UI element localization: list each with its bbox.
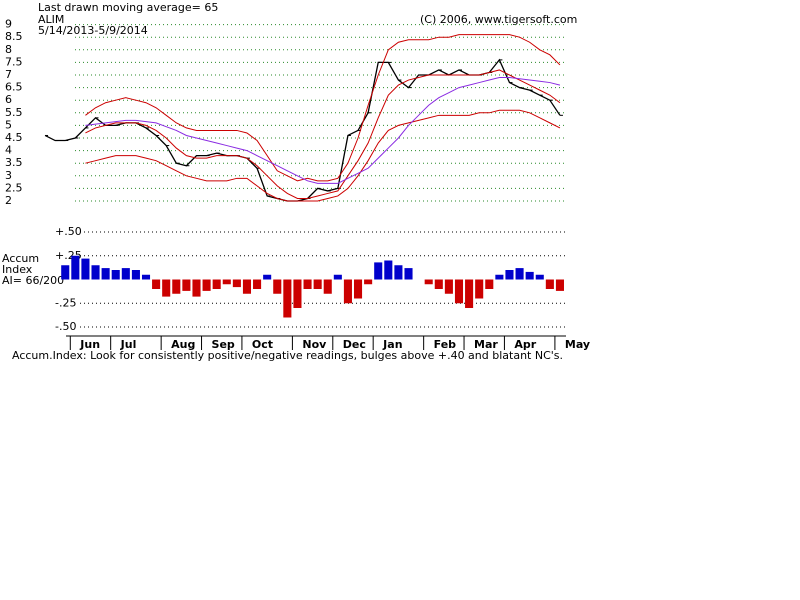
y-tick-label: 4.5	[5, 131, 23, 144]
accum-bar	[353, 279, 363, 299]
x-tick-label: May	[565, 338, 590, 351]
y-tick-label: 3	[5, 169, 12, 182]
accum-bar	[475, 279, 484, 299]
panel-label: Accum	[2, 252, 39, 265]
accum-bar	[242, 279, 252, 294]
accum-bar	[71, 255, 80, 280]
y-tick-label: 8.5	[5, 30, 23, 43]
x-tick-label: Feb	[434, 338, 457, 351]
accum-bar	[172, 279, 181, 294]
y-tick-label: 3.5	[5, 156, 23, 169]
accum-bar	[495, 274, 504, 280]
accum-bar	[81, 258, 90, 280]
accum-bar	[313, 279, 322, 289]
accum-bar	[303, 279, 312, 289]
chart-title: Last drawn moving average= 65	[38, 1, 218, 14]
accum-bar	[202, 279, 211, 291]
accum-bar	[384, 260, 393, 280]
x-tick-label: Sep	[212, 338, 235, 351]
accum-bar	[404, 268, 413, 280]
accum-bar	[212, 279, 221, 289]
copyright: (C) 2006, www.tigersoft.com	[420, 13, 577, 26]
accum-bar	[485, 279, 494, 289]
accum-bar	[424, 279, 433, 285]
y-tick-label: 2.5	[5, 181, 23, 194]
x-tick-label: Jun	[79, 338, 100, 351]
accum-bar	[61, 265, 70, 280]
accum-bar	[111, 270, 120, 280]
symbol: ALIM	[38, 13, 64, 26]
x-tick-label: Oct	[252, 338, 273, 351]
accum-bar	[222, 279, 231, 285]
accum-bar	[545, 279, 554, 289]
accum-bar	[152, 279, 161, 289]
accum-bar	[182, 279, 191, 291]
y-tick-label: 7.5	[5, 55, 23, 68]
panel-label: AI= 66/200	[2, 274, 64, 287]
y-tick-label: 4	[5, 144, 12, 157]
x-tick-label: Jan	[382, 338, 402, 351]
accum-bar	[525, 271, 534, 280]
accum-bar	[535, 274, 544, 280]
y-tick-label: 7	[5, 68, 12, 81]
indicator-line	[85, 77, 561, 184]
indicator-line	[85, 109, 561, 202]
accum-bar	[465, 279, 474, 308]
y-tick-label: 6.5	[5, 81, 23, 94]
accum-bar	[505, 270, 514, 280]
accum-bar	[232, 279, 241, 288]
accum-bar	[253, 279, 262, 289]
indicator-line	[85, 34, 561, 182]
y-tick-label: -.50	[55, 320, 76, 333]
accum-bar	[555, 279, 564, 291]
accum-bar	[293, 279, 302, 308]
y-tick-label: 2	[5, 194, 12, 207]
date-range: 5/14/2013-5/9/2014	[38, 24, 148, 37]
accum-bar	[283, 279, 292, 318]
accum-bar	[121, 268, 130, 280]
y-tick-label: 5.5	[5, 106, 23, 119]
indicator-line	[85, 69, 561, 199]
x-tick-label: Nov	[302, 338, 327, 351]
x-tick-label: Dec	[343, 338, 366, 351]
accum-bar	[162, 279, 171, 297]
accum-bar	[323, 279, 332, 294]
y-tick-label: 8	[5, 43, 12, 56]
accum-bar	[374, 262, 383, 280]
accum-bar	[333, 274, 342, 280]
accum-bar	[263, 274, 272, 280]
accum-bar	[343, 279, 352, 304]
y-tick-label: 9	[5, 18, 12, 31]
accum-bar	[454, 279, 464, 304]
accum-bar	[91, 265, 100, 280]
accum-bar	[394, 265, 403, 280]
accum-bar	[273, 279, 282, 294]
x-tick-label: Apr	[514, 338, 536, 351]
y-tick-label: -.25	[55, 296, 76, 309]
y-tick-label: +.50	[55, 225, 82, 238]
accum-bar	[141, 274, 151, 280]
accum-bar	[101, 268, 110, 280]
x-tick-label: Aug	[171, 338, 195, 351]
accum-bar	[434, 279, 443, 289]
panel-label: Index	[2, 263, 33, 276]
accum-bar	[364, 279, 373, 285]
accum-bar	[131, 270, 140, 280]
accum-bar	[192, 279, 201, 297]
x-tick-label: Jul	[120, 338, 137, 351]
footnote: Accum.Index: Look for consistently posit…	[12, 349, 563, 362]
y-tick-label: 5	[5, 118, 12, 131]
x-tick-label: Mar	[474, 338, 498, 351]
y-tick-label: 6	[5, 93, 12, 106]
accum-bar	[444, 279, 453, 294]
accum-bar	[515, 268, 524, 280]
